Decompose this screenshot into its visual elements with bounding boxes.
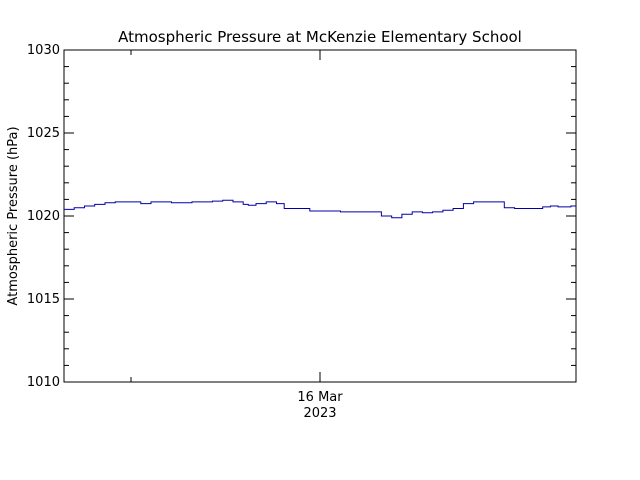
y-tick-label: 1010 bbox=[27, 375, 60, 390]
x-tick-sublabel: 2023 bbox=[303, 406, 336, 421]
y-axis-ticks: 1010 1015 1020 1025 1030 bbox=[27, 43, 576, 390]
y-axis-label: Atmospheric Pressure (hPa) bbox=[6, 126, 21, 305]
y-tick-label: 1030 bbox=[27, 43, 60, 58]
y-tick-label: 1020 bbox=[27, 209, 60, 224]
chart-title: Atmospheric Pressure at McKenzie Element… bbox=[118, 28, 522, 46]
y-tick-label: 1025 bbox=[27, 126, 60, 141]
plot-frame bbox=[63, 49, 577, 383]
pressure-series-line bbox=[64, 199, 576, 219]
y-tick-label: 1015 bbox=[27, 292, 60, 307]
x-tick-label: 16 Mar bbox=[297, 390, 343, 405]
